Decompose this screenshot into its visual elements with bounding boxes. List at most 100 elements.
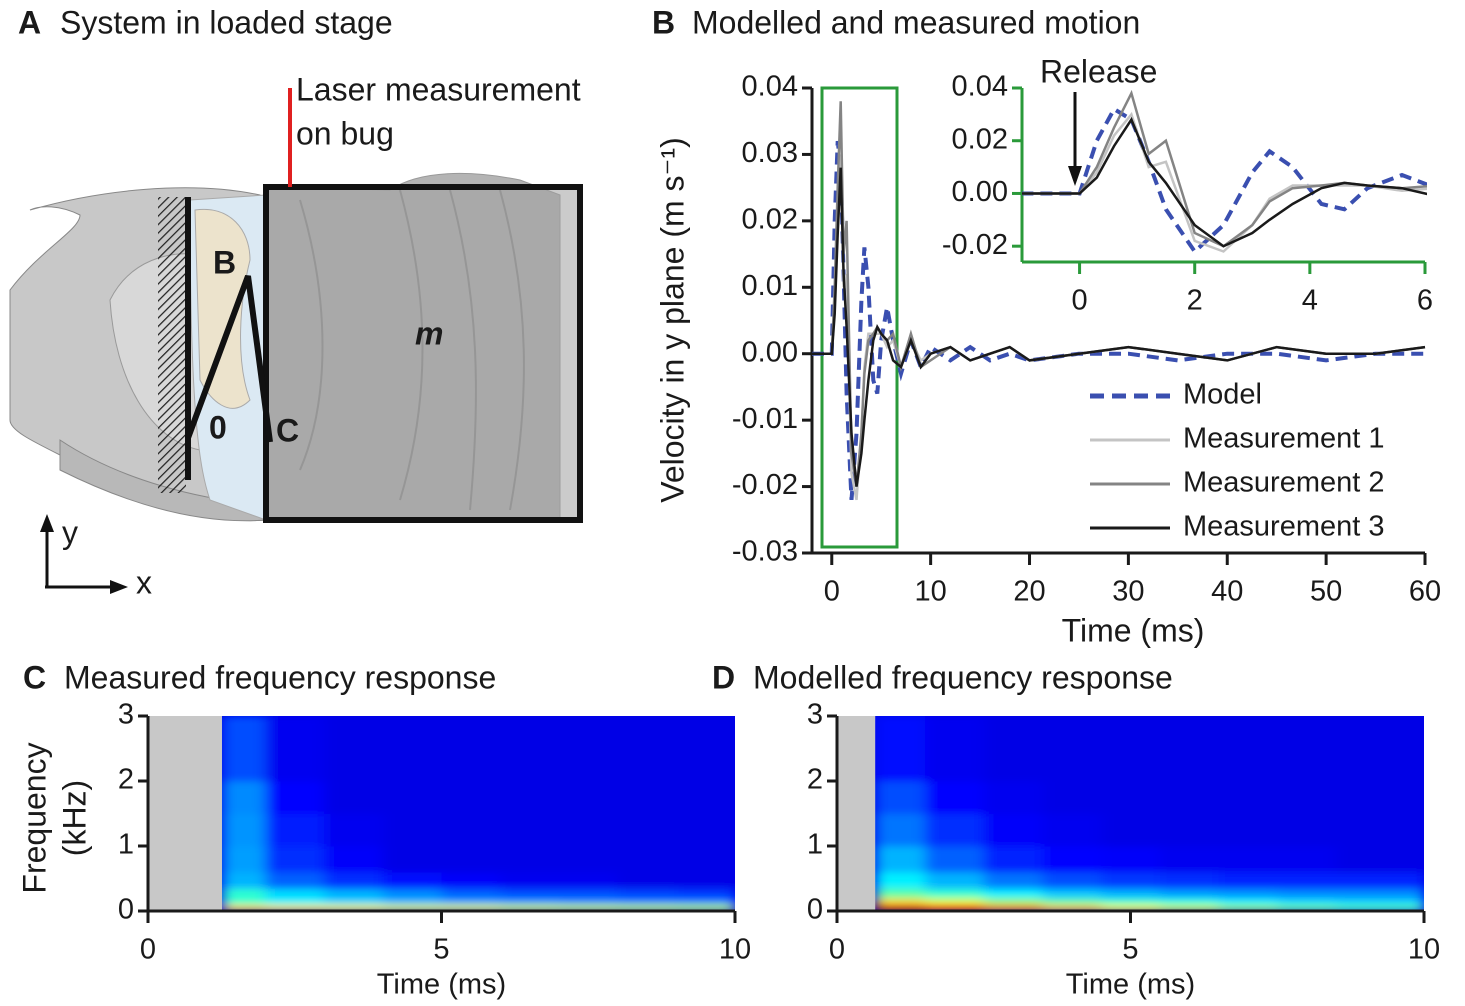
heatmap-cell: [1101, 781, 1161, 814]
x-tick-label: 0: [1072, 285, 1088, 317]
x-axis-label: Time (ms): [377, 969, 506, 1001]
heatmap-cell: [1277, 813, 1337, 847]
heatmap-cell: [324, 872, 384, 889]
y-tick-label: -0.03: [732, 536, 798, 568]
heatmap-cell: [221, 846, 266, 873]
heatmap-cell: [676, 781, 735, 814]
x-tick-label: 10: [915, 576, 947, 608]
y-tick-label: 0: [807, 894, 823, 926]
y-tick-label: 0.04: [952, 71, 1008, 103]
heatmap-clip: [875, 716, 1424, 911]
heatmap-cell: [1277, 716, 1337, 782]
heatmap-cell: [617, 716, 677, 782]
heatmap-cell: [500, 904, 560, 911]
heatmap-cell: [382, 781, 442, 814]
y-tick-label: -0.02: [732, 469, 798, 501]
heatmap-cell: [1101, 904, 1161, 911]
y-tick-label: 1: [807, 829, 823, 861]
heatmap-cell: [617, 904, 677, 911]
heatmap-cell: [221, 888, 266, 899]
heatmap-cell: [500, 813, 560, 847]
heatmap-cell: [1101, 846, 1161, 873]
panel-label: C: [23, 659, 46, 695]
heatmap-cell: [441, 813, 501, 847]
heatmap-cell: [1101, 872, 1161, 889]
y-tick-label: -0.01: [732, 403, 798, 435]
annotation: Release: [1040, 53, 1157, 89]
heatmap-cell: [1277, 872, 1337, 889]
heatmap-cell: [500, 846, 560, 873]
heatmap-cell: [676, 846, 735, 873]
y-tick-label: 0.00: [952, 176, 1008, 208]
heatmap-cell: [925, 716, 985, 782]
heatmap-cell: [1159, 716, 1220, 782]
x-axis-label: Time (ms): [1066, 969, 1195, 1001]
heatmap-cell: [1277, 898, 1337, 905]
heatmap-cell: [617, 898, 677, 905]
y-tick-label: 3: [807, 699, 823, 731]
heatmap-cell: [441, 872, 501, 889]
heatmap-cell: [500, 716, 560, 782]
legend-label: Measurement 3: [1183, 511, 1385, 543]
heatmap-cell: [221, 904, 266, 911]
panel-label: D: [712, 659, 735, 695]
panel-title: Measured frequency response: [64, 659, 496, 695]
heatmap-cell: [983, 888, 1043, 899]
heatmap-cell: [324, 716, 384, 782]
x-tick-label: 5: [433, 934, 449, 966]
x-tick-label: 30: [1112, 576, 1144, 608]
onset-edge: [148, 716, 222, 911]
heatmap-cell: [265, 888, 325, 899]
heatmap-cell: [324, 898, 384, 905]
heatmap-cell: [500, 898, 560, 905]
heatmap-cell: [558, 872, 619, 889]
heatmap-cell: [265, 904, 325, 911]
x-tick-label: 6: [1417, 285, 1433, 317]
heatmap-cell: [1218, 872, 1278, 889]
heatmap-cell: [875, 888, 926, 899]
heatmap-cell: [875, 872, 926, 889]
heatmap-cell: [1335, 904, 1424, 911]
heatmap-cell: [983, 716, 1043, 782]
heatmap-cell: [500, 781, 560, 814]
heatmap-cell: [221, 716, 266, 782]
heatmap-cell: [925, 872, 985, 889]
heatmap-cell: [676, 716, 735, 782]
heatmap-cell: [1101, 813, 1161, 847]
heatmap-cell: [382, 716, 442, 782]
heatmap-cell: [324, 846, 384, 873]
heatmap-cell: [676, 898, 735, 905]
heatmap-cell: [1277, 781, 1337, 814]
heatmap-cell: [500, 888, 560, 899]
heatmap-cell: [1218, 904, 1278, 911]
heatmap-cell: [617, 888, 677, 899]
heatmap-cell: [1218, 781, 1278, 814]
heatmap-cell: [1159, 781, 1220, 814]
heatmap-cell: [1218, 716, 1278, 782]
heatmap-cell: [265, 846, 325, 873]
heatmap-cell: [1277, 888, 1337, 899]
heatmap-cell: [676, 888, 735, 899]
heatmap-cell: [617, 781, 677, 814]
axis-label: x: [136, 564, 152, 600]
y-tick-label: 0: [118, 894, 134, 926]
legend-label: Measurement 2: [1183, 467, 1385, 499]
series-line: [1022, 89, 1427, 248]
heatmap-cell: [1335, 781, 1424, 814]
axis-label: y: [62, 514, 78, 550]
heatmap-cell: [875, 904, 926, 911]
y-tick-label: 0.01: [742, 270, 798, 302]
heatmap-cell: [617, 872, 677, 889]
heatmap-cell: [617, 846, 677, 873]
heatmap-cell: [441, 846, 501, 873]
panel-label: B: [652, 4, 675, 40]
heatmap-cell: [676, 904, 735, 911]
heatmap-cell: [265, 781, 325, 814]
y-tick-label: 0.00: [742, 336, 798, 368]
heatmap: [875, 716, 1424, 911]
series-line: [1022, 116, 1427, 248]
heatmap-cell: [558, 888, 619, 899]
x-tick-label: 10: [719, 934, 751, 966]
heatmap-cell: [676, 813, 735, 847]
